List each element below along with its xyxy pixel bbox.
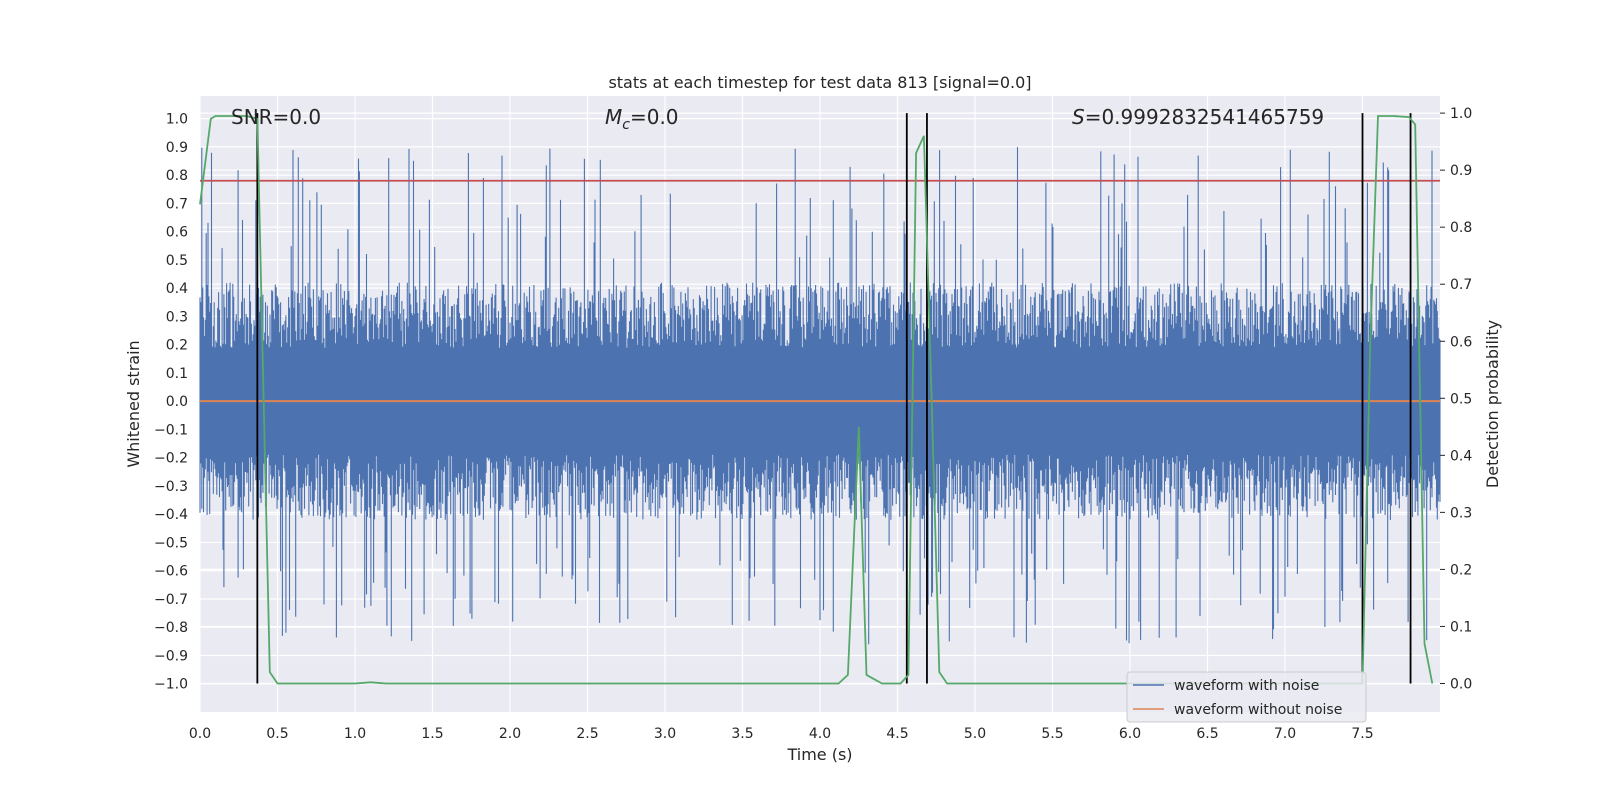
y-right-tick-label: 1.0 — [1450, 106, 1472, 122]
x-tick-label: 0.0 — [189, 726, 211, 742]
y-left-tick-label: 0.2 — [166, 338, 188, 354]
x-tick-label: 4.5 — [886, 726, 908, 742]
x-tick-label: 7.0 — [1274, 726, 1296, 742]
x-tick-label: 6.5 — [1196, 726, 1218, 742]
score-annotation: S=0.9992832541465759 — [1072, 105, 1324, 129]
mc-subscript: c — [622, 117, 630, 133]
x-tick-label: 7.5 — [1351, 726, 1373, 742]
legend-label-clean: waveform without noise — [1174, 702, 1342, 718]
overlay-lines — [199, 113, 1440, 685]
y-left-tick-label: −0.3 — [154, 479, 188, 495]
y-right-axis-label: Detection probability — [1483, 320, 1502, 488]
y-right-tick-label: 0.3 — [1450, 505, 1472, 521]
y-left-tick-label: −0.2 — [154, 451, 188, 467]
y-left-tick-label: 0.4 — [166, 281, 188, 297]
y-right-tick-label: 0.7 — [1450, 277, 1472, 293]
y-right-tick-label: 0.8 — [1450, 220, 1472, 236]
y-left-tick-labels: 1.0 0.9 0.8 0.7 0.6 0.5 0.4 0.3 0.2 0.1 0.0 −0.1 −0.… — [154, 112, 188, 693]
y-left-tick-label: 0.8 — [166, 168, 188, 184]
y-right-tick-label: 0.2 — [1450, 562, 1472, 578]
y-left-tick-label: −1.0 — [154, 677, 188, 693]
legend-label-noise: waveform with noise — [1174, 678, 1319, 694]
y-left-tick-label: 0.5 — [166, 253, 188, 269]
chirp-mass-annotation: Mc=0.0 — [605, 105, 679, 133]
y-left-tick-label: 0.7 — [166, 196, 188, 212]
y-left-tick-label: −0.5 — [154, 535, 188, 551]
y-left-tick-label: 1.0 — [166, 112, 188, 128]
y-left-tick-label: −0.6 — [154, 564, 188, 580]
x-tick-label: 1.0 — [344, 726, 366, 742]
x-axis-label: Time (s) — [786, 745, 852, 764]
x-tick-label: 0.5 — [266, 726, 288, 742]
legend: waveform with noise waveform without noi… — [1126, 671, 1367, 723]
mc-symbol: M — [605, 105, 622, 129]
legend-box — [1126, 671, 1367, 723]
y-left-tick-label: 0.0 — [166, 394, 188, 410]
y-right-tick-labels: 1.0 0.9 0.8 0.7 0.6 0.5 0.4 0.3 0.2 0.1 0.0 — [1440, 106, 1472, 692]
chart-title: stats at each timestep for test data 813… — [608, 73, 1031, 92]
x-tick-label: 3.5 — [731, 726, 753, 742]
s-value: =0.9992832541465759 — [1085, 105, 1324, 129]
y-right-tick-label: 0.4 — [1450, 448, 1472, 464]
y-left-tick-label: 0.9 — [166, 140, 188, 156]
y-left-tick-label: 0.1 — [166, 366, 188, 382]
x-tick-labels: 0.0 0.5 1.0 1.5 2.0 2.5 3.0 3.5 4.0 4.5 5.0 5.5 6.0 6… — [189, 726, 1374, 742]
x-tick-label: 5.0 — [964, 726, 986, 742]
y-left-tick-label: −0.4 — [154, 507, 188, 523]
y-right-tick-label: 0.9 — [1450, 163, 1472, 179]
detection-probability-line — [199, 115, 1434, 685]
y-left-tick-label: 0.3 — [166, 309, 188, 325]
mc-value: =0.0 — [630, 105, 679, 129]
series-waveform-with-noise — [199, 147, 1441, 645]
y-left-axis-label: Whitened strain — [124, 340, 143, 467]
x-tick-label: 2.5 — [576, 726, 598, 742]
y-right-tick-label: 0.0 — [1450, 676, 1472, 692]
y-right-tick-label: 0.6 — [1450, 334, 1472, 350]
x-tick-label: 2.0 — [499, 726, 521, 742]
s-symbol: S — [1072, 105, 1085, 129]
x-tick-label: 6.0 — [1119, 726, 1141, 742]
y-left-tick-label: −0.7 — [154, 592, 188, 608]
y-left-tick-label: −0.9 — [154, 648, 188, 664]
x-tick-label: 4.0 — [809, 726, 831, 742]
x-tick-label: 5.5 — [1041, 726, 1063, 742]
y-left-tick-label: −0.8 — [154, 620, 188, 636]
y-left-tick-label: −0.1 — [154, 422, 188, 438]
y-left-tick-label: 0.6 — [166, 225, 188, 241]
snr-annotation: SNR=0.0 — [231, 105, 321, 129]
noise-waveform-path — [199, 147, 1441, 645]
y-right-tick-label: 0.1 — [1450, 619, 1472, 635]
x-tick-label: 3.0 — [654, 726, 676, 742]
y-right-tick-label: 0.5 — [1450, 391, 1472, 407]
x-tick-label: 1.5 — [421, 726, 443, 742]
